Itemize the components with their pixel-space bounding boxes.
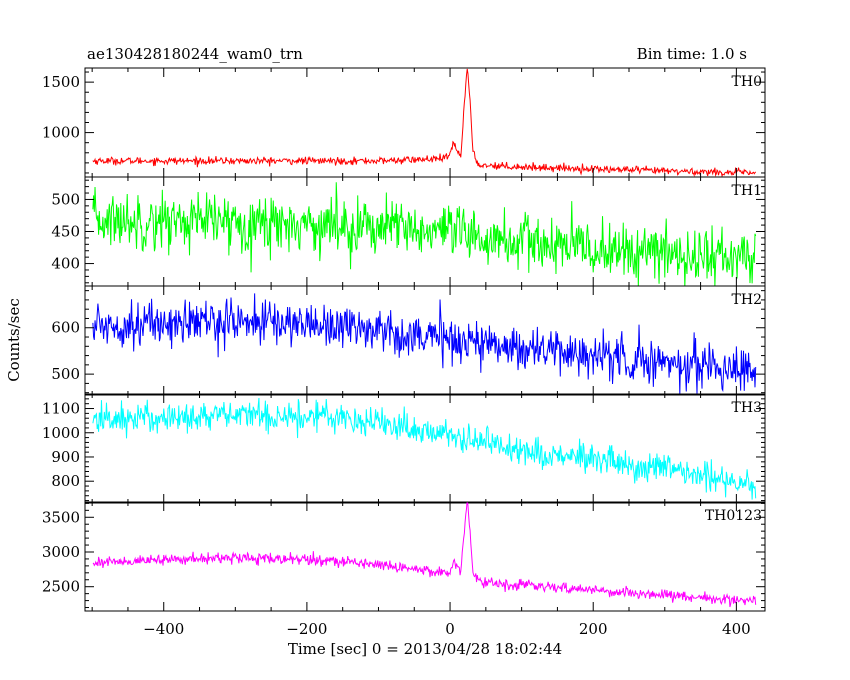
y-tick-label: 600	[51, 319, 80, 337]
panel-label: TH1	[732, 183, 762, 199]
y-axis-label: Counts/sec	[5, 298, 23, 382]
y-tick-label: 450	[51, 223, 80, 241]
panel-th1: 400 450 500 TH1	[51, 176, 766, 287]
x-axis-label: Time [sec] 0 = 2013/04/28 18:02:44	[288, 640, 562, 658]
y-tick-label: 1500	[42, 73, 80, 91]
series-line-th3	[92, 397, 757, 500]
x-tick-label: −400	[143, 620, 184, 638]
y-tick-label: 3500	[42, 508, 80, 526]
x-tick-label: 200	[579, 620, 608, 638]
panel-th0123: 2500 3000 3500 TH0123 −400 −200 0 200 400	[42, 501, 766, 638]
x-tick-label: 0	[445, 620, 455, 638]
y-tick-label: 1100	[42, 400, 80, 418]
panel-label: TH3	[732, 400, 762, 416]
panel-th2: 500 600 TH2	[51, 285, 766, 396]
y-tick-label: 500	[51, 365, 80, 383]
y-tick-label: 3000	[42, 543, 80, 561]
series-line-th0	[92, 68, 757, 177]
series-line-th0123	[92, 502, 757, 608]
panel-th0: 1000 1500 TH0	[42, 67, 766, 178]
series-line-th2	[92, 293, 757, 395]
panel-th3: 800 900 1000 1100 TH3	[42, 393, 766, 504]
x-tick-label: −200	[286, 620, 327, 638]
panel-label: TH0123	[705, 508, 762, 524]
y-tick-label: 400	[51, 255, 80, 273]
y-tick-label: 1000	[42, 424, 80, 442]
panel-frame	[84, 393, 766, 504]
y-tick-label: 500	[51, 190, 80, 208]
y-tick-label: 2500	[42, 578, 80, 596]
x-tick-label: 400	[722, 620, 751, 638]
y-tick-label: 800	[51, 472, 80, 490]
y-tick-label: 1000	[42, 124, 80, 142]
panel-label: TH2	[732, 292, 762, 308]
panel-label: TH0	[732, 74, 762, 90]
series-line-th1	[92, 182, 757, 286]
y-tick-label: 900	[51, 448, 80, 466]
panels: 1000 1500 TH0 400 450 500 TH1 500 600 TH2 800 900 10…	[42, 67, 766, 638]
bin-time-label: Bin time: 1.0 s	[637, 45, 747, 63]
plot-title: ae130428180244_wam0_trn	[87, 45, 303, 63]
panel-frame	[84, 501, 766, 612]
panel-frame	[84, 285, 766, 396]
